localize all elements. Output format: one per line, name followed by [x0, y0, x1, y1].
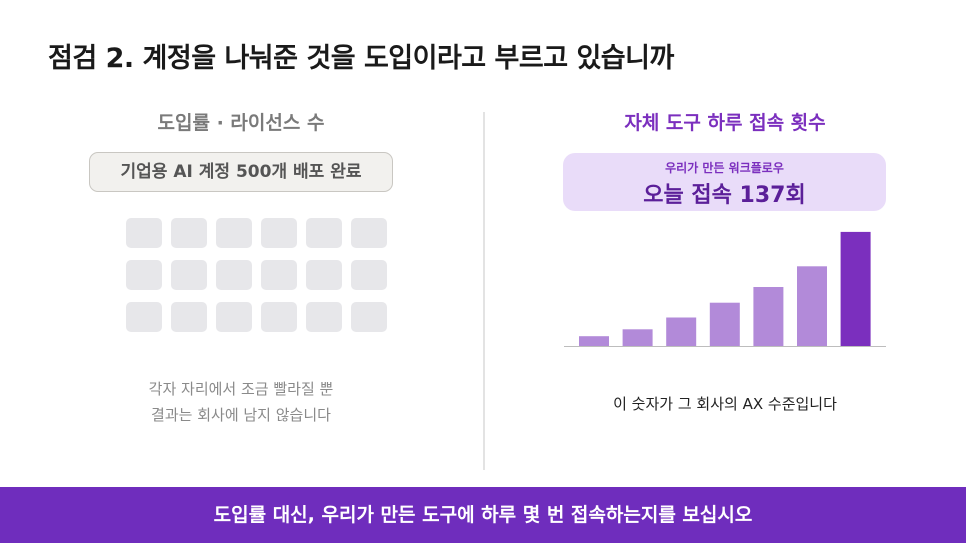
footer-banner: 도입률 대신, 우리가 만든 도구에 하루 몇 번 접속하는지를 보십시오 [0, 487, 966, 543]
usage-bar [840, 231, 871, 346]
seat-tile [171, 302, 207, 332]
adoption-caption-line2: 결과는 회사에 남지 않습니다 [151, 406, 331, 424]
seat-tile [171, 260, 207, 290]
seat-tile [351, 302, 387, 332]
seat-tile [126, 302, 162, 332]
seat-tile [351, 260, 387, 290]
usage-bar [579, 336, 609, 346]
seat-tile [126, 260, 162, 290]
usage-bar-chart [564, 231, 886, 347]
usage-stat-box: 우리가 만든 워크플로우 오늘 접속 137회 [563, 153, 886, 211]
section-divider [483, 112, 485, 470]
seat-tile [306, 260, 342, 290]
usage-bar [753, 287, 784, 346]
seat-tile [306, 302, 342, 332]
seat-tile [216, 218, 252, 248]
seat-tile [171, 218, 207, 248]
seat-tile [261, 218, 297, 248]
usage-caption: 이 숫자가 그 회사의 AX 수준입니다 [613, 395, 837, 413]
seat-tile [351, 218, 387, 248]
usage-bar [797, 266, 827, 346]
seat-tile [261, 260, 297, 290]
seat-tile [126, 218, 162, 248]
seat-tile [216, 302, 252, 332]
license-badge: 기업용 AI 계정 500개 배포 완료 [89, 152, 393, 192]
usage-heading: 자체 도구 하루 접속 횟수 [624, 112, 826, 134]
seat-tile [261, 302, 297, 332]
usage-bar [622, 329, 653, 346]
adoption-caption: 각자 자리에서 조금 빨라질 뿐 결과는 회사에 남지 않습니다 [0, 376, 482, 428]
adoption-heading: 도입률 · 라이선스 수 [157, 112, 325, 134]
seat-tile [306, 218, 342, 248]
usage-stat-value: 오늘 접속 137회 [643, 183, 806, 208]
seat-grid [126, 218, 387, 332]
page-title: 점검 2. 계정을 나눠준 것을 도입이라고 부르고 있습니까 [48, 43, 674, 74]
adoption-caption-line1: 각자 자리에서 조금 빨라질 뿐 [148, 380, 334, 398]
usage-bar [709, 302, 740, 346]
usage-bar [666, 317, 697, 346]
seat-tile [216, 260, 252, 290]
usage-stat-caption: 우리가 만든 워크플로우 [665, 161, 784, 175]
